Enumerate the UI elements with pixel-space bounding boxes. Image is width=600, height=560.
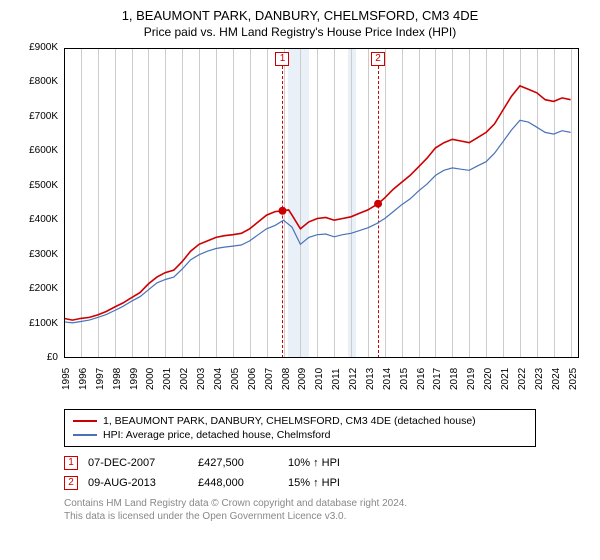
x-axis-label: 2007 <box>264 368 275 390</box>
x-axis-label: 2019 <box>466 368 477 390</box>
legend: 1, BEAUMONT PARK, DANBURY, CHELMSFORD, C… <box>64 409 536 447</box>
x-axis-label: 2014 <box>382 368 393 390</box>
transaction-pct: 10% ↑ HPI <box>288 457 378 469</box>
x-axis-label: 2018 <box>449 368 460 390</box>
legend-swatch <box>73 434 97 436</box>
legend-label: HPI: Average price, detached house, Chel… <box>103 429 330 441</box>
x-axis-label: 2010 <box>314 368 325 390</box>
transactions-table: 1 07-DEC-2007 £427,500 10% ↑ HPI 2 09-AUG-201… <box>64 453 536 493</box>
legend-swatch <box>73 420 97 422</box>
x-axis-label: 2017 <box>432 368 443 390</box>
footer-text: Contains HM Land Registry data © Crown c… <box>64 497 536 523</box>
x-axis-label: 2005 <box>230 368 241 390</box>
transaction-row: 2 09-AUG-2013 £448,000 15% ↑ HPI <box>64 473 536 493</box>
x-axis-label: 2015 <box>399 368 410 390</box>
plot-border <box>64 48 579 358</box>
transaction-row: 1 07-DEC-2007 £427,500 10% ↑ HPI <box>64 453 536 473</box>
x-axis-label: 1999 <box>129 368 140 390</box>
transaction-price: £427,500 <box>198 457 278 469</box>
x-axis-label: 2016 <box>416 368 427 390</box>
x-axis-label: 1995 <box>61 368 72 390</box>
x-axis-label: 2025 <box>568 368 579 390</box>
x-axis-label: 2008 <box>281 368 292 390</box>
x-axis-label: 2024 <box>551 368 562 390</box>
x-axis-label: 2004 <box>213 368 224 390</box>
x-axis-label: 2013 <box>365 368 376 390</box>
x-axis-label: 2011 <box>331 368 342 390</box>
x-axis-label: 2009 <box>297 368 308 390</box>
transaction-number: 1 <box>64 456 78 470</box>
transaction-date: 09-AUG-2013 <box>88 477 188 489</box>
x-axis-label: 2020 <box>483 368 494 390</box>
x-axis-label: 2001 <box>162 368 173 390</box>
legend-label: 1, BEAUMONT PARK, DANBURY, CHELMSFORD, C… <box>103 415 476 427</box>
legend-item: HPI: Average price, detached house, Chel… <box>73 428 527 442</box>
transaction-marker: 2 <box>371 52 385 66</box>
page-title: 1, BEAUMONT PARK, DANBURY, CHELMSFORD, C… <box>14 8 586 23</box>
transaction-number: 2 <box>64 476 78 490</box>
x-axis-label: 1998 <box>112 368 123 390</box>
legend-item: 1, BEAUMONT PARK, DANBURY, CHELMSFORD, C… <box>73 414 527 428</box>
x-axis-label: 2022 <box>517 368 528 390</box>
x-axis-label: 1996 <box>78 368 89 390</box>
x-axis-label: 2006 <box>247 368 258 390</box>
page-subtitle: Price paid vs. HM Land Registry's House … <box>14 25 586 39</box>
transaction-price: £448,000 <box>198 477 278 489</box>
x-axis-label: 2000 <box>145 368 156 390</box>
footer-line-1: Contains HM Land Registry data © Crown c… <box>64 497 536 510</box>
price-chart: 1995 1996 1997 1998 1999 2000 2001 2002 2003 2004… <box>14 43 586 403</box>
x-axis-label: 2003 <box>196 368 207 390</box>
transaction-date: 07-DEC-2007 <box>88 457 188 469</box>
transaction-marker: 1 <box>275 52 289 66</box>
footer-line-2: This data is licensed under the Open Gov… <box>64 510 536 523</box>
x-axis-label: 1997 <box>95 368 106 390</box>
x-axis-label: 2012 <box>348 368 359 390</box>
x-axis-label: 2002 <box>179 368 190 390</box>
x-axis-label: 2023 <box>534 368 545 390</box>
transaction-pct: 15% ↑ HPI <box>288 477 378 489</box>
x-axis-label: 2021 <box>500 368 511 390</box>
